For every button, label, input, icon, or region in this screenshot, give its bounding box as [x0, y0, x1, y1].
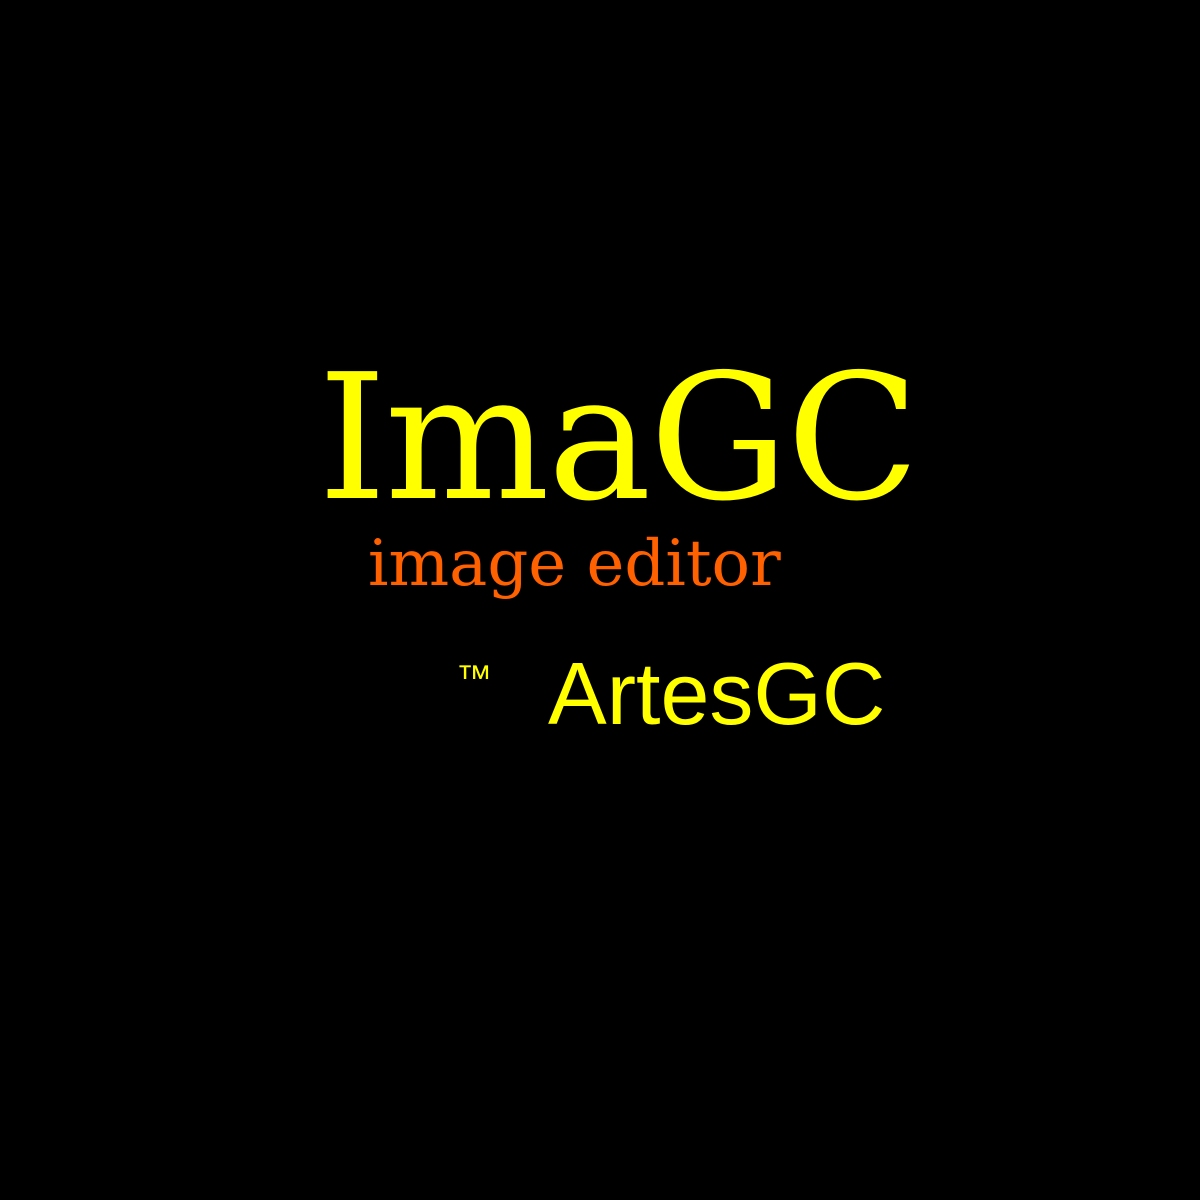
trademark-symbol: ™ [456, 657, 492, 698]
app-subtitle: image editor [368, 527, 781, 601]
company-name: ArtesGC [548, 644, 886, 743]
app-name: ImaGC [318, 337, 920, 540]
